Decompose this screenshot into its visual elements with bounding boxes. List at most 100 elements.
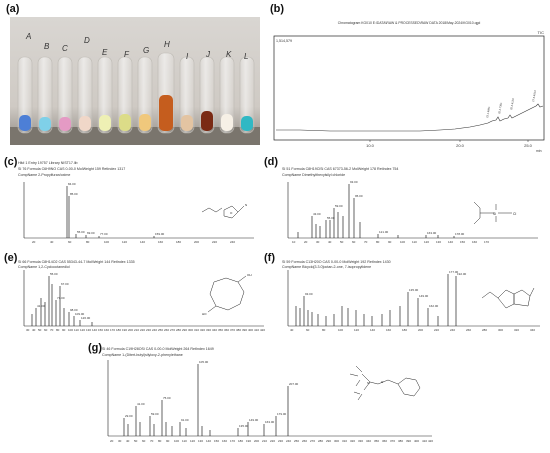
chromatogram-xtick-3: 25.0 bbox=[524, 143, 533, 148]
svg-text:O: O bbox=[381, 380, 384, 384]
spectrum-e: SI 66 Formula C8H14O2 CAS 55343-44-7 Mol… bbox=[18, 260, 265, 332]
svg-text:80: 80 bbox=[86, 240, 90, 244]
svg-text:80: 80 bbox=[376, 240, 380, 244]
spectrum-c-structure: O N bbox=[201, 203, 247, 219]
spectrum-d-xticks: 10 20 30 40 50 60 70 80 90 100 110 120 130 140 150 160 1… bbox=[292, 240, 489, 244]
svg-text:330: 330 bbox=[358, 439, 363, 443]
tube-letter-g: G bbox=[143, 46, 149, 55]
tube-c bbox=[57, 56, 73, 134]
svg-text:Si: Si bbox=[367, 381, 370, 385]
spectrum-g-line1: SI 46 Formula C19H28OSi CAS 0-00-0 MolWe… bbox=[102, 347, 214, 351]
svg-text:192.00: 192.00 bbox=[457, 272, 467, 276]
svg-text:150: 150 bbox=[214, 439, 219, 443]
panel-label-c: (c) bbox=[4, 156, 18, 168]
svg-text:140: 140 bbox=[370, 328, 375, 332]
svg-text:71.00: 71.00 bbox=[57, 296, 65, 300]
spectrum-e-structure: OH HO bbox=[202, 273, 252, 316]
svg-text:Si: Si bbox=[493, 212, 496, 216]
svg-text:135.00: 135.00 bbox=[239, 424, 249, 428]
svg-text:162.00: 162.00 bbox=[429, 304, 439, 308]
svg-text:260: 260 bbox=[164, 328, 169, 332]
svg-text:320: 320 bbox=[350, 439, 355, 443]
svg-text:80: 80 bbox=[56, 328, 60, 332]
svg-text:60: 60 bbox=[352, 240, 356, 244]
tube-letter-c: C bbox=[62, 44, 68, 53]
chromatogram-xunit: min bbox=[536, 149, 542, 153]
spectrum-f-peaks bbox=[295, 274, 457, 326]
svg-text:150: 150 bbox=[98, 328, 103, 332]
svg-text:90: 90 bbox=[62, 328, 66, 332]
svg-text:220: 220 bbox=[434, 328, 439, 332]
svg-text:250: 250 bbox=[294, 439, 299, 443]
svg-text:350: 350 bbox=[218, 328, 223, 332]
svg-text:100: 100 bbox=[68, 328, 73, 332]
svg-text:170: 170 bbox=[230, 439, 235, 443]
tube-e bbox=[97, 56, 113, 134]
svg-text:40: 40 bbox=[50, 240, 54, 244]
svg-text:159.00: 159.00 bbox=[155, 232, 165, 236]
tube-letter-f: F bbox=[124, 50, 130, 59]
svg-text:240: 240 bbox=[450, 328, 455, 332]
spectrum-g-xticks: 20 30 40 50 60 70 80 90 100 110 120 130 140 150 160 170… bbox=[110, 439, 433, 443]
svg-text:105.00: 105.00 bbox=[199, 360, 209, 364]
svg-text:70: 70 bbox=[150, 439, 154, 443]
chromatogram: Chromatogram KG010 E:\DATA\RAW & PROCESS… bbox=[273, 21, 545, 153]
svg-text:250: 250 bbox=[158, 328, 163, 332]
svg-text:340: 340 bbox=[530, 328, 535, 332]
svg-text:80: 80 bbox=[158, 439, 162, 443]
svg-text:310: 310 bbox=[194, 328, 199, 332]
svg-text:Cl: Cl bbox=[513, 212, 516, 216]
tube-letter-a: A bbox=[25, 32, 31, 41]
svg-text:163.00: 163.00 bbox=[427, 231, 437, 235]
spectrum-d: SI 51 Formula C8H19ClSi CAS 67373-56-2 M… bbox=[282, 167, 538, 244]
svg-text:OH: OH bbox=[247, 273, 252, 277]
svg-text:290: 290 bbox=[326, 439, 331, 443]
svg-text:410: 410 bbox=[254, 328, 259, 332]
chromatogram-xtick-2: 20.0 bbox=[456, 143, 465, 148]
svg-text:60: 60 bbox=[68, 240, 72, 244]
svg-text:220: 220 bbox=[212, 240, 217, 244]
svg-text:20: 20 bbox=[110, 439, 114, 443]
tube-letter-b: B bbox=[44, 42, 50, 51]
panel-label-e: (e) bbox=[4, 252, 18, 264]
svg-text:126.00: 126.00 bbox=[81, 316, 91, 320]
chromatogram-frame bbox=[273, 35, 545, 141]
svg-text:210: 210 bbox=[262, 439, 267, 443]
panel-label-f: (f) bbox=[264, 252, 275, 264]
svg-text:170: 170 bbox=[484, 240, 489, 244]
svg-text:130: 130 bbox=[86, 328, 91, 332]
spectrum-g-line2: CompName 1-(Ditert-butyl)silyloxy-2-phen… bbox=[102, 353, 183, 357]
svg-text:93.00: 93.00 bbox=[350, 180, 358, 184]
spectrum-c-panel: Hit# 1 Entry 19757 Library NIST17.lib SI… bbox=[14, 158, 270, 248]
svg-text:370: 370 bbox=[230, 328, 235, 332]
svg-text:200: 200 bbox=[128, 328, 133, 332]
tube-letter-e: E bbox=[102, 48, 108, 57]
svg-text:330: 330 bbox=[206, 328, 211, 332]
spectrum-d-peaks bbox=[297, 184, 455, 238]
tube-l bbox=[239, 56, 255, 134]
svg-text:280: 280 bbox=[318, 439, 323, 443]
svg-text:300: 300 bbox=[334, 439, 339, 443]
spectrum-c-line2: CompName 2-Propylfuran/oxime bbox=[18, 173, 70, 177]
spectrum-e-xticks: 30 40 50 60 70 80 90 100 110 120 130 140 150 160 170 18… bbox=[26, 328, 265, 332]
svg-text:N: N bbox=[245, 203, 247, 207]
svg-text:O: O bbox=[230, 211, 233, 215]
svg-text:55.00: 55.00 bbox=[50, 272, 58, 276]
svg-text:200: 200 bbox=[418, 328, 423, 332]
spectrum-c-line1: SI 76 Formula C6H9NO CAS 0-00-0 MolWeigh… bbox=[18, 167, 125, 171]
svg-text:55.00: 55.00 bbox=[77, 230, 85, 234]
tube-d bbox=[77, 56, 93, 134]
svg-text:10: 10 bbox=[292, 240, 296, 244]
svg-text:140: 140 bbox=[140, 240, 145, 244]
svg-text:95.00: 95.00 bbox=[355, 194, 363, 198]
svg-text:135.00: 135.00 bbox=[409, 288, 419, 292]
tube-h bbox=[157, 52, 175, 134]
svg-text:360: 360 bbox=[382, 439, 387, 443]
svg-text:40: 40 bbox=[328, 240, 332, 244]
svg-text:220: 220 bbox=[140, 328, 145, 332]
svg-text:270: 270 bbox=[310, 439, 315, 443]
svg-text:140: 140 bbox=[448, 240, 453, 244]
svg-text:163.00: 163.00 bbox=[265, 420, 275, 424]
tube-b bbox=[37, 56, 53, 134]
svg-text:180: 180 bbox=[176, 240, 181, 244]
